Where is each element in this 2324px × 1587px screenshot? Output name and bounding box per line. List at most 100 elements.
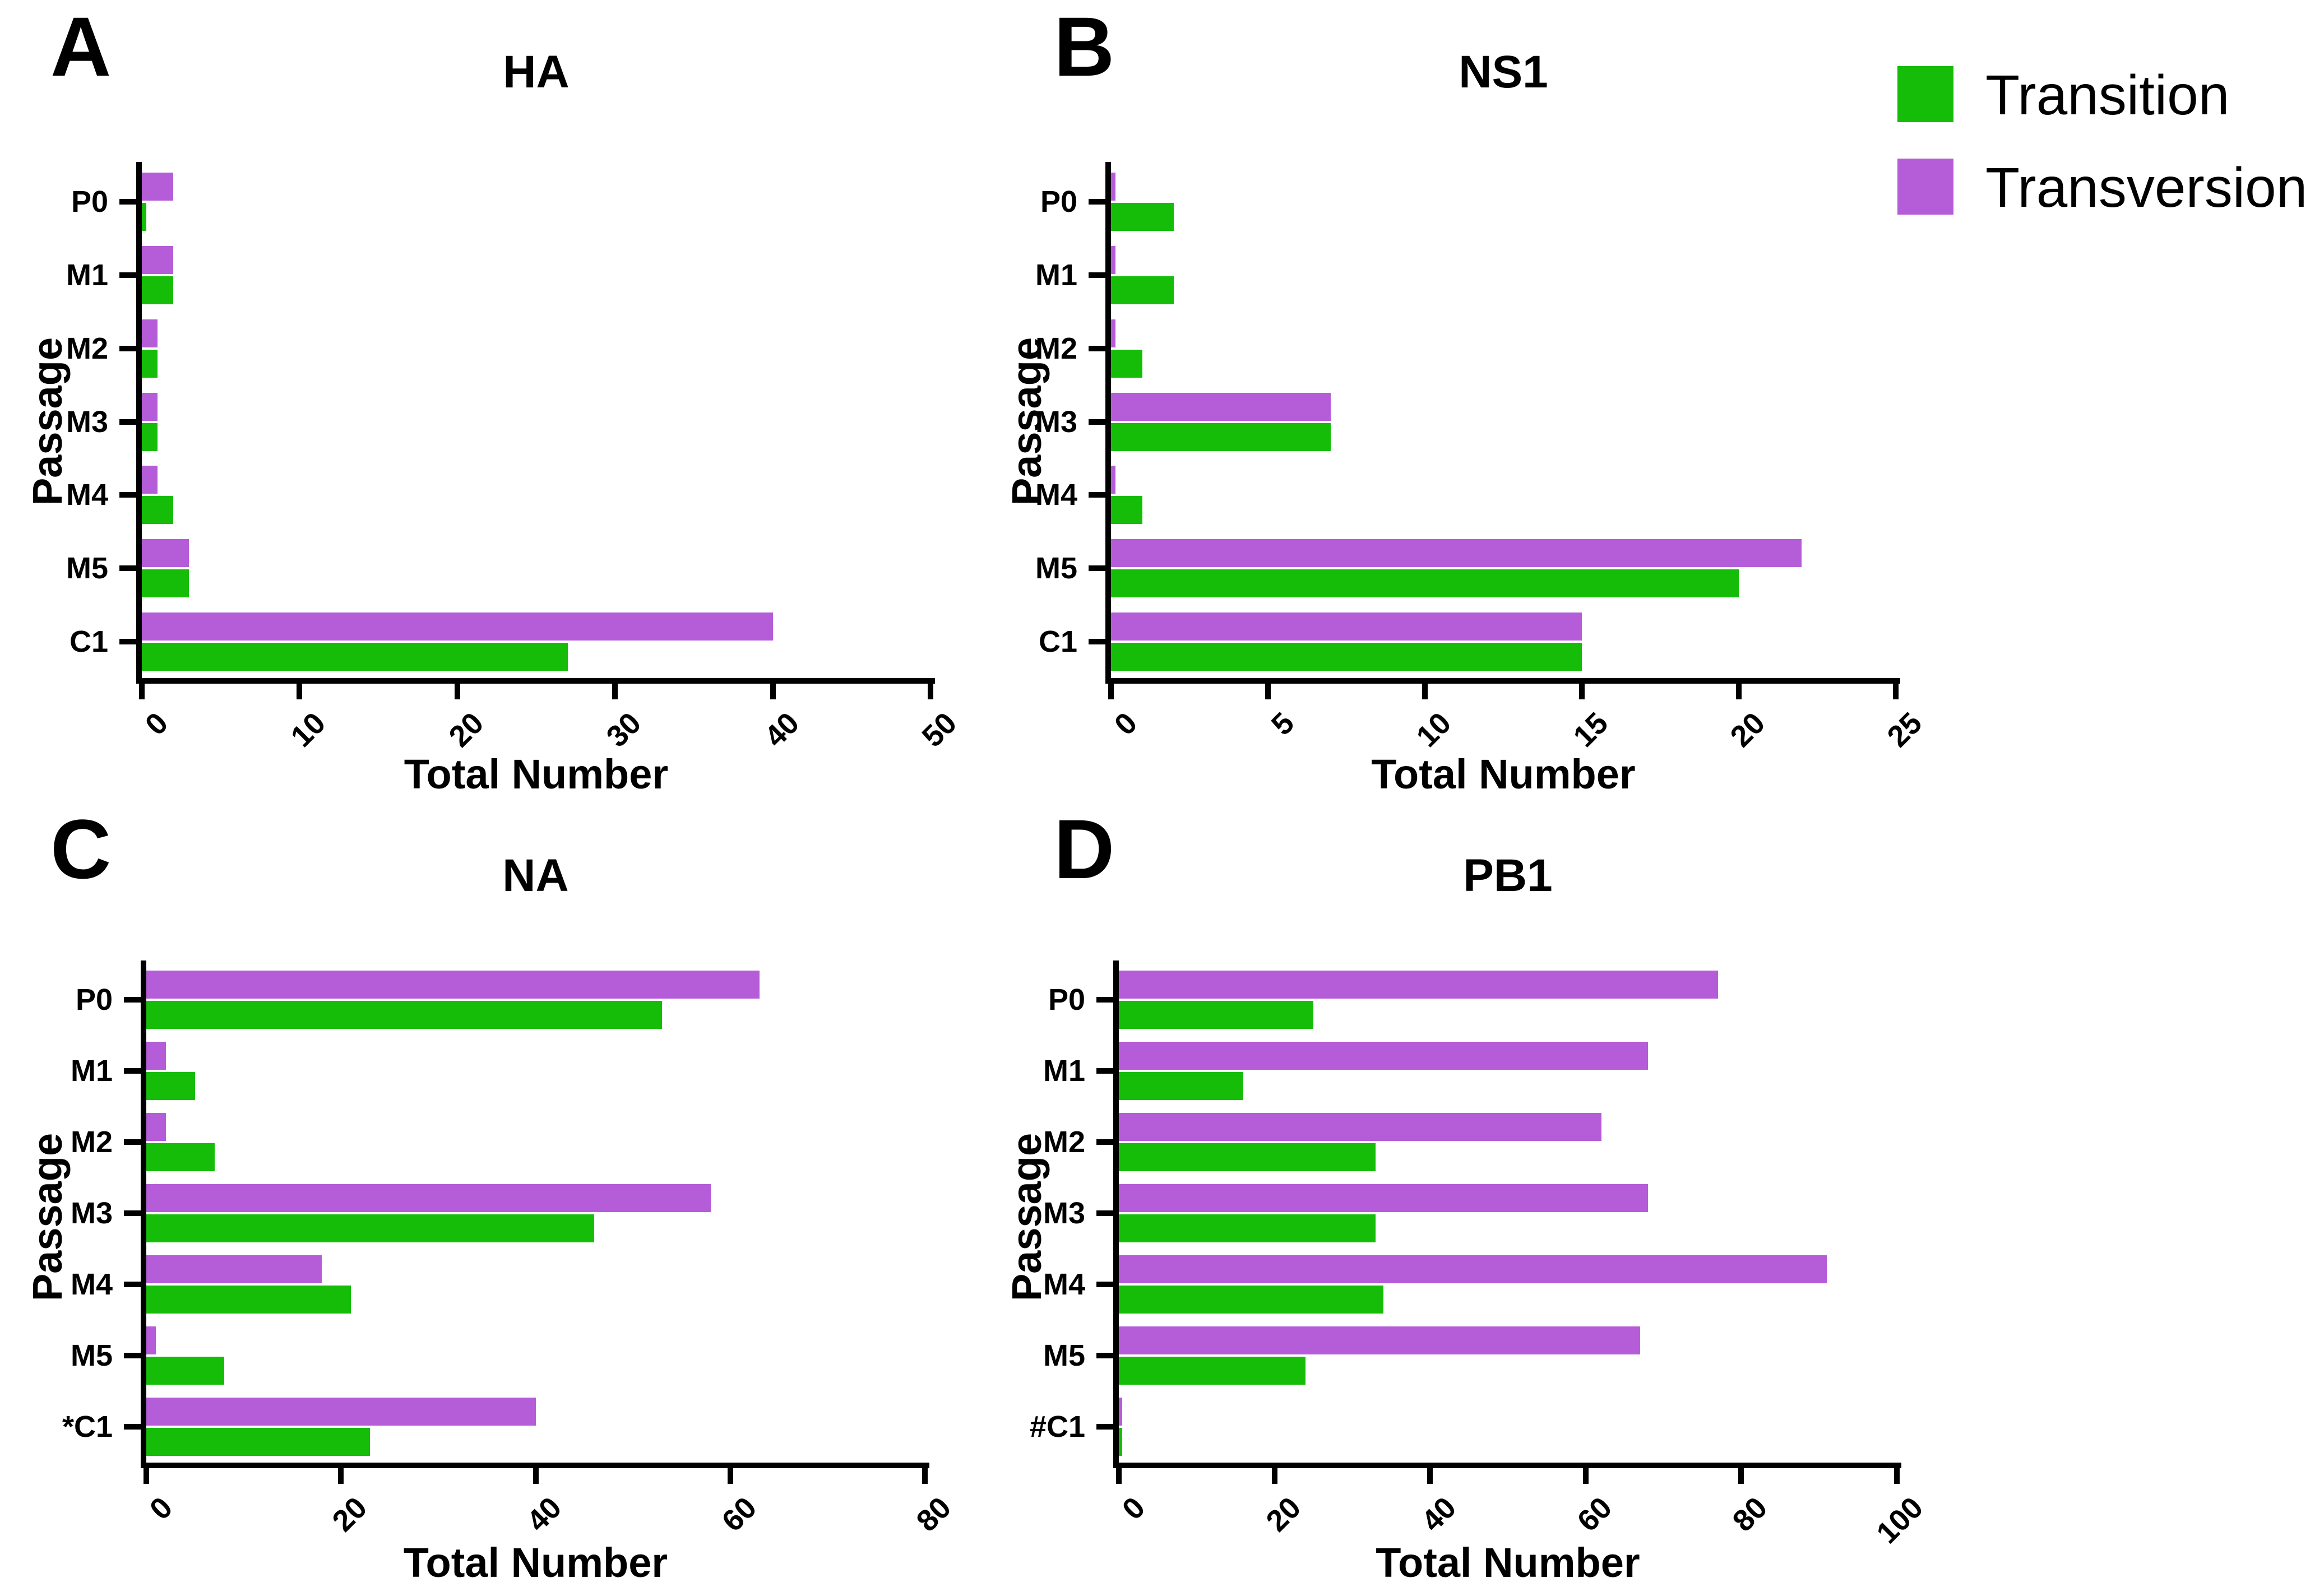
x-tick-label: 100	[1870, 1490, 1930, 1551]
bar-transversion	[142, 539, 189, 567]
category-label: M2	[66, 331, 108, 365]
x-axis-label: Total Number	[1376, 1539, 1640, 1586]
bar-transition	[1111, 349, 1142, 378]
category-label: M1	[66, 258, 108, 293]
category-label: *C1	[62, 1410, 113, 1444]
x-tick	[1738, 1468, 1744, 1484]
category-label: M5	[1035, 551, 1077, 585]
category-label: M3	[70, 1196, 113, 1230]
category-label: P0	[1048, 982, 1085, 1017]
category-label: M4	[66, 478, 108, 512]
panel-letter-c: C	[50, 802, 112, 896]
plot-area-ns1: 0 5 10 15 20 25 P0 M1 M2 M3 M4 M5 C1	[1035, 162, 1928, 754]
panel-letter-a: A	[50, 0, 112, 94]
y-tick	[124, 1068, 141, 1074]
bar-transition	[142, 642, 568, 671]
bar-transition	[142, 423, 158, 451]
bar-transversion	[1111, 466, 1116, 494]
y-tick	[1096, 996, 1113, 1003]
x-tick	[1271, 1468, 1277, 1484]
bar-transition	[146, 1214, 594, 1242]
panel-letter-d: D	[1054, 802, 1115, 896]
bar-transversion	[1119, 1255, 1827, 1284]
y-axis-line	[141, 960, 146, 1468]
bar-transition	[1111, 496, 1142, 525]
category-label: M4	[1043, 1268, 1085, 1302]
bar-transversion	[142, 246, 174, 275]
x-axis-line	[141, 1463, 929, 1468]
bar-transition	[146, 1286, 351, 1314]
bar-transversion	[146, 1398, 536, 1426]
y-tick	[1096, 1139, 1113, 1145]
x-tick	[297, 684, 303, 699]
x-tick	[533, 1468, 539, 1484]
bar-transition	[1119, 1000, 1313, 1029]
category-label: M1	[1035, 258, 1077, 293]
y-tick	[119, 272, 136, 279]
x-tick-label: 25	[1881, 706, 1929, 754]
y-tick	[119, 638, 136, 644]
x-tick-label: 80	[1726, 1490, 1774, 1538]
x-tick	[1894, 1468, 1900, 1484]
x-tick-label: 80	[910, 1490, 958, 1538]
y-tick	[1089, 199, 1105, 205]
category-label: M2	[1035, 331, 1077, 365]
bar-transversion	[142, 319, 158, 347]
bar-transition	[1119, 1214, 1376, 1242]
category-label: M1	[1043, 1054, 1085, 1088]
bar-transversion	[146, 1112, 166, 1141]
bar-transversion	[1119, 1326, 1640, 1355]
x-tick-label: 30	[600, 706, 648, 754]
x-tick	[770, 684, 776, 699]
bar-transition	[1111, 203, 1174, 231]
x-tick-label: 20	[1260, 1490, 1307, 1538]
y-tick	[119, 492, 136, 498]
x-tick	[338, 1468, 344, 1484]
bar-transversion	[142, 612, 773, 641]
x-axis-label: Total Number	[403, 1539, 668, 1586]
bar-transversion	[1111, 392, 1331, 421]
bar-transition	[146, 1143, 215, 1171]
x-tick	[1108, 684, 1114, 699]
x-tick-label: 0	[143, 1490, 179, 1526]
panel-title-ns1: NS1	[1459, 47, 1548, 98]
y-tick	[124, 1424, 141, 1430]
x-tick-label: 10	[1410, 706, 1458, 754]
category-label: M3	[1043, 1196, 1085, 1230]
x-tick	[1265, 684, 1271, 699]
y-tick	[119, 419, 136, 425]
category-label: P0	[71, 185, 108, 219]
y-tick	[1096, 1353, 1113, 1359]
legend-swatch-transversion	[1897, 159, 1953, 215]
category-label: M3	[66, 405, 108, 439]
y-axis-line	[1113, 960, 1119, 1468]
bar-transition	[142, 349, 158, 378]
category-label: M2	[70, 1125, 113, 1159]
y-tick	[119, 199, 136, 205]
bar-transversion	[1119, 1398, 1122, 1426]
category-label: #C1	[1029, 1410, 1085, 1444]
bar-transition	[1111, 569, 1739, 597]
bar-transition	[146, 1428, 371, 1456]
plot-area-pb1: 0 20 40 60 80 100 P0 M1 M2 M3 M4 M5 #C1	[1030, 960, 1929, 1550]
x-tick-label: 10	[284, 706, 332, 754]
y-tick	[1089, 565, 1105, 571]
y-tick	[124, 1282, 141, 1288]
x-tick-label: 20	[442, 706, 490, 754]
category-label: C1	[1038, 624, 1077, 658]
x-axis-label: Total Number	[404, 751, 669, 797]
bar-transition	[146, 1357, 224, 1385]
bar-transversion	[1111, 539, 1802, 567]
bar-transition	[1119, 1357, 1306, 1385]
bar-transversion	[146, 1326, 156, 1355]
bar-transition	[1111, 276, 1174, 305]
x-axis-line	[1105, 678, 1900, 684]
x-tick	[1893, 684, 1899, 699]
plot-area-ha: 0 10 20 30 40 50 P0 M1 M2 M3 M4 M5 C1	[66, 162, 963, 754]
category-label: P0	[1040, 185, 1077, 219]
bar-transversion	[1119, 1041, 1648, 1070]
category-label: P0	[75, 982, 113, 1017]
category-label: M4	[70, 1268, 113, 1302]
y-tick	[124, 1353, 141, 1359]
